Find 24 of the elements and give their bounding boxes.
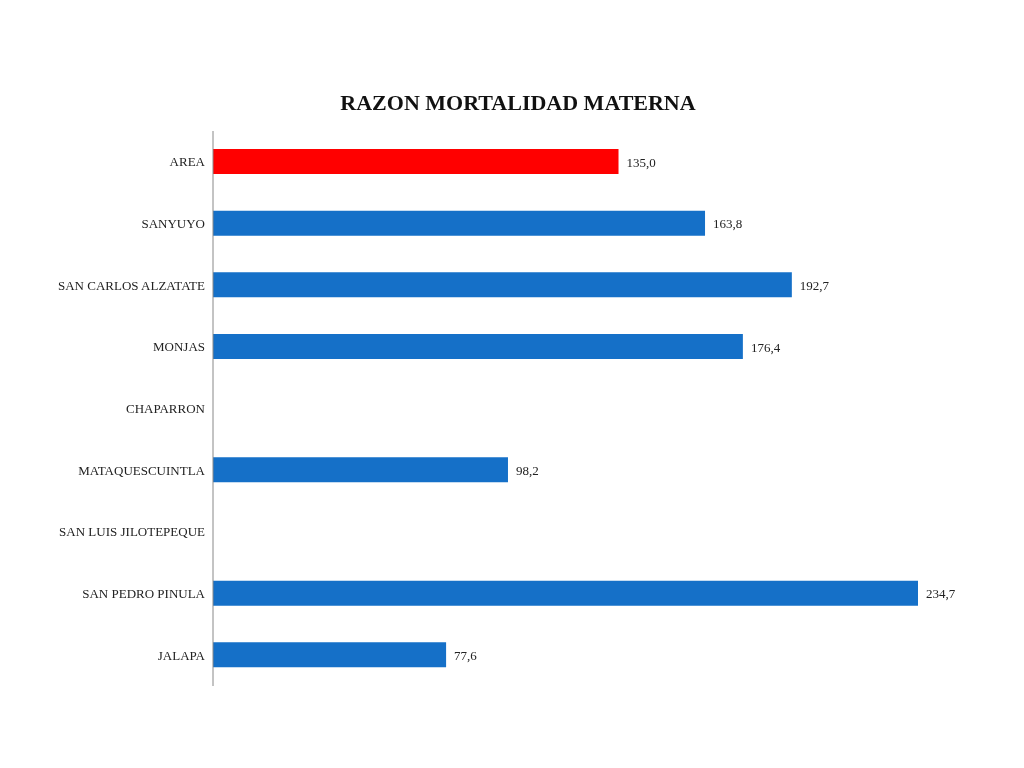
chart-title: RAZON MORTALIDAD MATERNA xyxy=(339,90,697,116)
data-label: 176,4 xyxy=(750,339,781,355)
y-tick-label: SAN CARLOS ALZATATE xyxy=(57,277,206,293)
y-tick-label: MATAQUESCUINTLA xyxy=(78,462,206,478)
data-label: 98,2 xyxy=(515,462,539,478)
bar xyxy=(213,580,918,606)
bar xyxy=(213,334,743,359)
data-label: 77,6 xyxy=(454,647,478,663)
bar xyxy=(213,642,447,668)
y-tick-label: SAN LUIS JILOTEPEQUE xyxy=(59,524,206,540)
bar xyxy=(213,210,706,236)
data-label: 234,7 xyxy=(926,586,956,602)
y-tick-label: MONJAS xyxy=(152,339,205,355)
y-tick-label: JALAPA xyxy=(157,647,206,663)
bar xyxy=(213,457,508,483)
data-label: 135,0 xyxy=(626,154,656,170)
bar xyxy=(213,272,792,298)
bar xyxy=(213,149,619,174)
y-tick-label: SAN PEDRO PINULA xyxy=(82,586,206,602)
y-tick-label: AREA xyxy=(169,154,206,170)
y-tick-label: SANYUYO xyxy=(141,216,205,232)
y-tick-label: CHAPARRON xyxy=(126,401,206,417)
data-label: 163,8 xyxy=(713,216,743,232)
data-label: 192,7 xyxy=(799,277,830,293)
